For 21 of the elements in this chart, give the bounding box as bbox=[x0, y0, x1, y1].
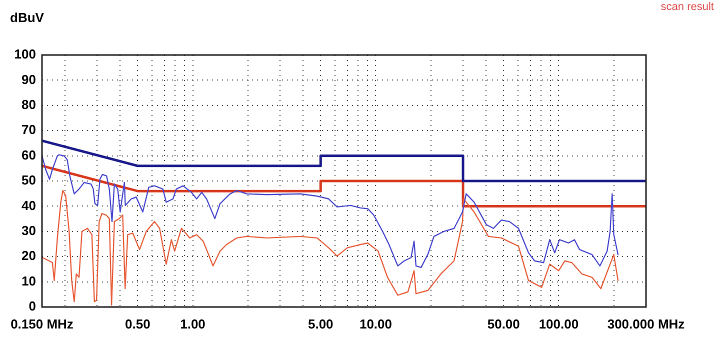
x-tick-label: 5.00 bbox=[308, 316, 334, 332]
text: scan result bbox=[660, 1, 714, 13]
y-tick-label: 50 bbox=[22, 172, 36, 188]
x-tick-label: 300.000 MHz bbox=[607, 316, 686, 332]
x-tick-label: 100.00 bbox=[538, 316, 579, 332]
y-tick-label: 90 bbox=[22, 72, 36, 87]
x-tick-label: 1.00 bbox=[180, 316, 206, 332]
x-tick-label: 0.150 MHz bbox=[10, 316, 74, 332]
y-tick-label: 40 bbox=[22, 198, 36, 213]
y-tick-label: 100 bbox=[14, 46, 36, 62]
y-tick-label: 10 bbox=[22, 273, 36, 288]
x-tick-label: 0.50 bbox=[125, 316, 150, 332]
x-tick-label: 10.00 bbox=[359, 316, 392, 332]
y-tick-label: 0 bbox=[28, 298, 36, 314]
y-tick-label: 80 bbox=[22, 96, 36, 112]
y-tick-label: 30 bbox=[22, 222, 36, 238]
y-tick-label: 70 bbox=[22, 122, 36, 138]
y-tick-label: 20 bbox=[22, 248, 36, 264]
x-tick-label: 50.00 bbox=[487, 316, 520, 332]
y-axis-title: dBuV bbox=[10, 10, 44, 25]
y-tick-label: 60 bbox=[22, 147, 36, 162]
